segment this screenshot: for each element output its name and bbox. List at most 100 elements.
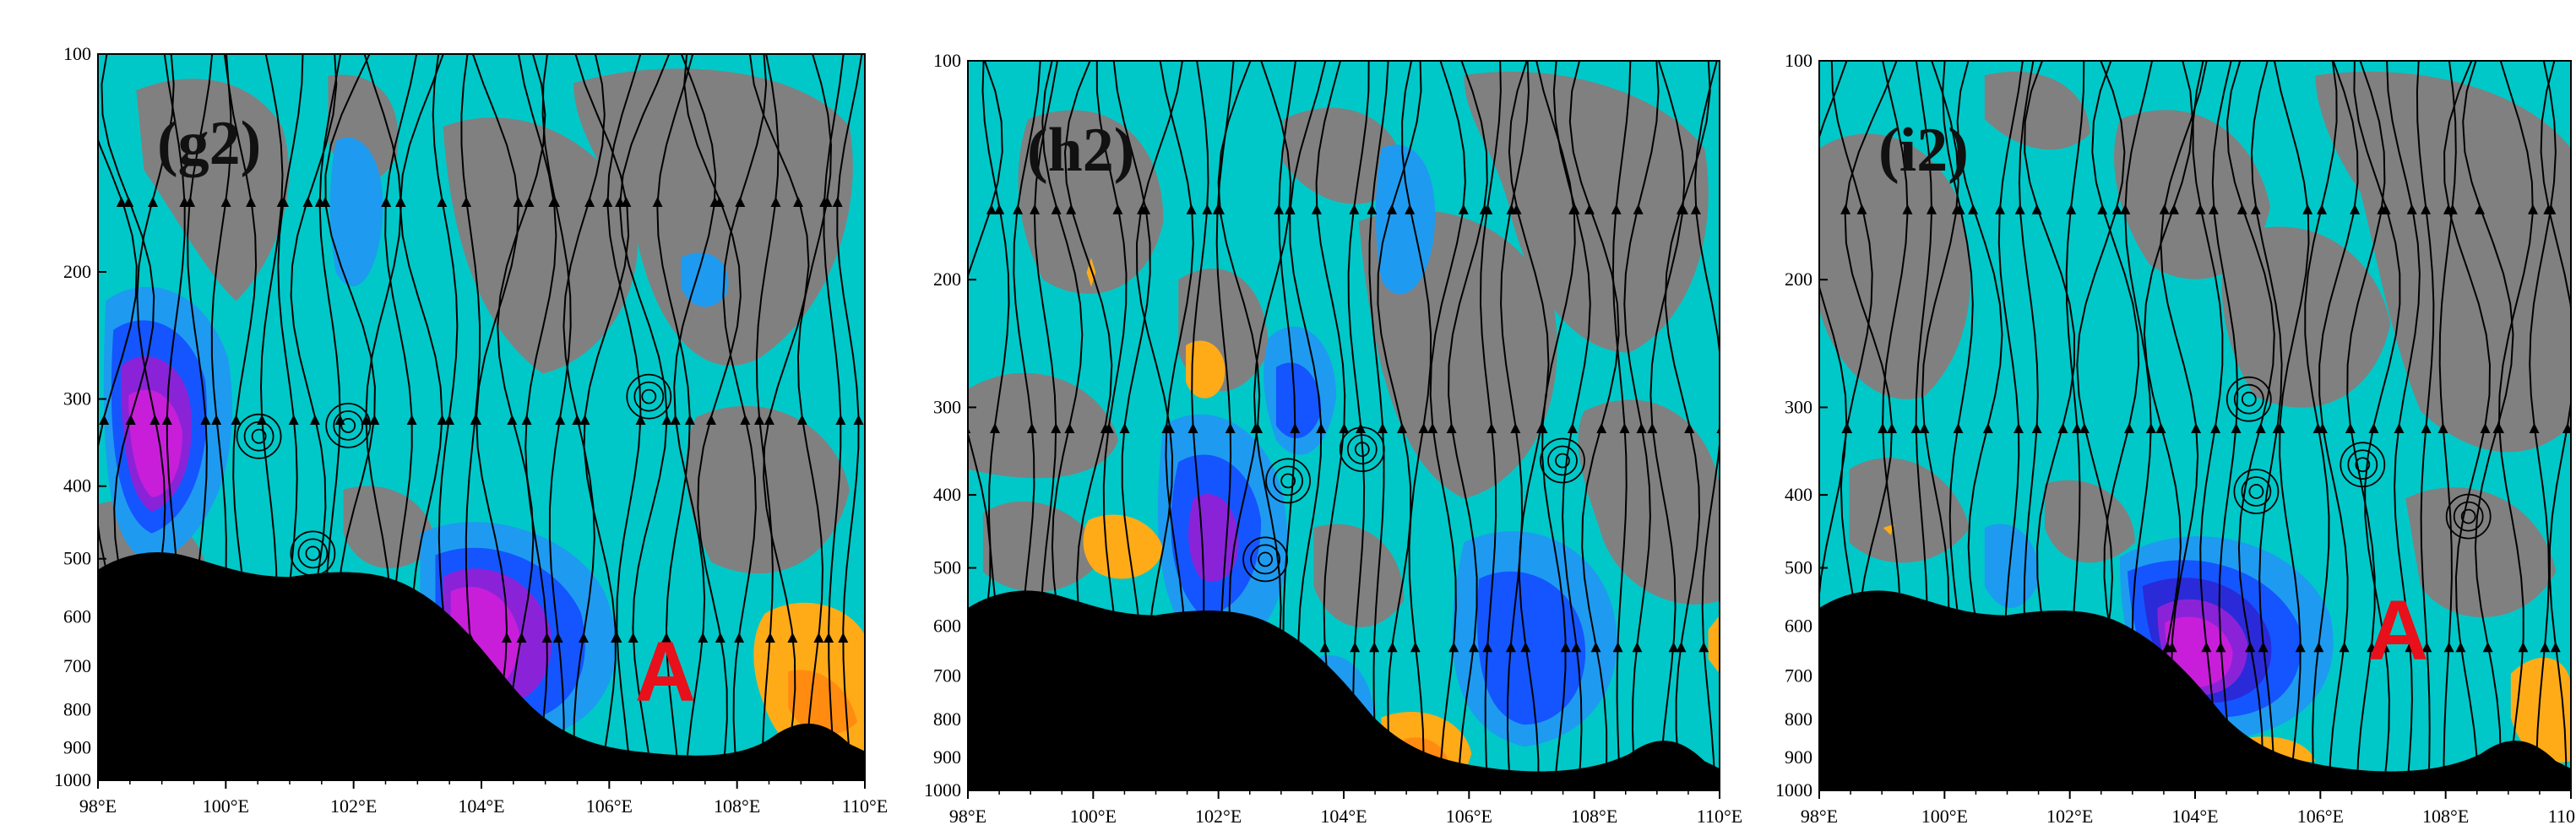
streamline-arrow <box>2274 423 2285 433</box>
streamline-arrow <box>1119 423 1130 433</box>
streamline-eddy <box>297 538 329 569</box>
streamline-arrow <box>1611 204 1622 214</box>
streamline-eddy <box>2460 508 2476 524</box>
streamline-arrow <box>1448 642 1459 653</box>
streamline-arrow <box>2159 204 2170 214</box>
streamline-arrow <box>1571 642 1582 653</box>
streamline-arrow <box>1350 642 1361 653</box>
streamline-arrow <box>764 415 774 425</box>
x-tick-label: 104°E <box>458 795 504 817</box>
y-tick-label: 1000 <box>54 769 91 790</box>
streamline-arrow <box>1112 204 1123 214</box>
streamline-arrow <box>2379 642 2390 653</box>
shading-gray-region <box>2315 71 2571 453</box>
y-tick-label: 1000 <box>924 779 961 801</box>
streamline-arrow <box>2295 642 2306 653</box>
streamline-arrow <box>1051 204 1062 214</box>
x-tick-label: 102°E <box>2046 806 2093 825</box>
x-tick-label: 106°E <box>2297 806 2344 825</box>
streamline-arrow <box>1051 423 1062 433</box>
streamline-arrow <box>1369 642 1380 653</box>
streamline-arrow <box>123 197 134 207</box>
streamline-arrow <box>1446 423 1457 433</box>
streamline-arrow <box>1596 423 1607 433</box>
x-tick-label: 102°E <box>1195 806 1242 825</box>
streamline-arrow <box>116 197 127 207</box>
shading-gray-region <box>2405 487 2557 618</box>
streamline-arrow <box>2368 423 2379 433</box>
panel-plot-svg: 100 200 300 400 500 600 700 800 900 1000 98°E 100°E… <box>54 43 888 817</box>
panel-plot-svg: 100 200 300 400 500 600 700 800 900 1000 98°E 100°E… <box>1775 50 2576 825</box>
streamline-eddy <box>1242 536 1289 583</box>
x-tick-label: 98°E <box>949 806 986 825</box>
x-axis: 98°E 100°E 102°E 104°E 106°E 108°E 110°E <box>949 790 1742 825</box>
streamline-arrow <box>1290 423 1301 433</box>
x-tick-label: 110°E <box>1697 806 1742 825</box>
panel-h2: 100 200 300 400 500 600 700 800 900 1000 98°E 100°E… <box>861 0 1742 825</box>
streamline-arrow <box>2443 204 2454 214</box>
streamline-arrow <box>1458 204 1469 214</box>
streamline-arrow <box>2302 204 2313 214</box>
y-tick-label: 400 <box>933 484 961 505</box>
streamline-arrow <box>2210 423 2221 433</box>
streamline-arrow <box>2166 642 2177 653</box>
shading-gray-region <box>1819 133 1970 399</box>
streamline-arrow <box>302 197 313 207</box>
shading-orange-region <box>1083 514 1164 579</box>
streamline-arrow <box>2169 204 2179 214</box>
streamline-arrow <box>1684 423 1695 433</box>
x-tick-label: 98°E <box>79 795 117 817</box>
streamline-arrow <box>2421 204 2432 214</box>
streamline-arrow <box>437 197 448 207</box>
streamline-arrow <box>369 415 380 425</box>
streamline-arrow <box>1030 204 1041 214</box>
streamline-arrow <box>2518 642 2529 653</box>
streamline-arrow <box>1064 423 1075 433</box>
streamline-arrow <box>628 632 639 643</box>
streamline-arrow <box>1486 423 1497 433</box>
streamline-arrow <box>99 415 110 425</box>
shading-gray-region <box>2045 480 2135 563</box>
streamline-arrow <box>1186 204 1197 214</box>
streamline-arrow <box>2317 204 2327 214</box>
streamline-arrow <box>2124 423 2134 433</box>
streamline-arrow <box>1590 642 1601 653</box>
streamline-arrow <box>734 632 745 643</box>
streamline-arrow <box>1801 204 1811 214</box>
streamline-arrow <box>1537 423 1548 433</box>
streamline-arrow <box>2421 642 2432 653</box>
streamline-arrow <box>823 632 834 643</box>
streamline-arrow <box>395 197 405 207</box>
streamline-arrow <box>2550 642 2561 653</box>
terrain-profile <box>968 590 1720 790</box>
streamline-arrow <box>1066 204 1077 214</box>
y-tick-label: 500 <box>63 548 91 569</box>
streamline-eddy <box>1346 434 1378 464</box>
streamline-eddy <box>626 373 672 420</box>
streamline-arrow <box>579 632 589 643</box>
streamline-arrow <box>602 197 613 207</box>
streamline-arrow <box>1311 204 1322 214</box>
streamline-eddy <box>2225 376 2272 422</box>
streamline-eddy <box>1555 453 1570 469</box>
streamline-arrow <box>990 423 1000 433</box>
streamline-arrow <box>1250 423 1261 433</box>
streamline-arrow <box>1856 204 1867 214</box>
streamline-eddy <box>236 413 282 459</box>
streamline-arrow <box>211 415 222 425</box>
streamline-arrow <box>1919 423 1930 433</box>
y-tick-label: 200 <box>1785 269 1812 290</box>
streamline-arrow <box>1187 423 1198 433</box>
y-tick-label: 100 <box>933 50 961 71</box>
streamline-arrow <box>2097 204 2108 214</box>
streamline-arrow <box>148 197 158 207</box>
streamline-arrow <box>2405 642 2416 653</box>
streamline-arrow <box>2367 642 2378 653</box>
streamline-arrow <box>361 415 372 425</box>
y-tick-label: 100 <box>63 43 91 64</box>
streamline-arrow <box>149 415 160 425</box>
streamline-arrow <box>2421 423 2432 433</box>
streamline-arrow <box>2380 204 2391 214</box>
streamline-arrow <box>1215 204 1225 214</box>
streamline-eddy <box>2355 457 2371 473</box>
